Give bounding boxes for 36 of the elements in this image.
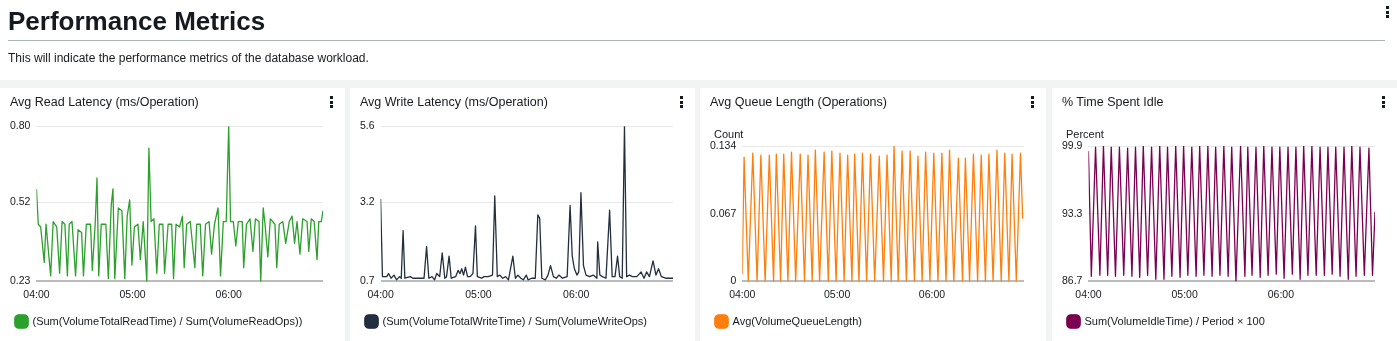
y-tick-label: 0.23 (10, 274, 31, 287)
x-tick-label: 05:00 (465, 287, 492, 300)
y-tick-label: 0.134 (709, 138, 737, 151)
y-tick-label: 3.2 (359, 195, 375, 208)
x-tick-label: 06:00 (1267, 287, 1295, 300)
y-tick-label: 99.9 (1062, 138, 1083, 151)
y-tick-label: 0.80 (10, 119, 31, 132)
x-tick-label: 05:00 (119, 287, 146, 300)
x-tick-label: 04:00 (367, 287, 394, 300)
chart-title: Avg Read Latency (ms/Operation) (10, 95, 199, 109)
y-tick-label: 0.067 (709, 206, 737, 219)
y-tick-label: 0 (730, 274, 737, 287)
legend-label: (Sum(VolumeTotalWriteTime) / Sum(VolumeWriteOps) (382, 314, 647, 327)
y-tick-label: 93.3 (1062, 206, 1083, 219)
y-tick-label: 86.7 (1062, 274, 1083, 287)
chart-title: % Time Spent Idle (1062, 95, 1164, 109)
text: This will indicate the performance metrics of the database workload. (8, 51, 369, 65)
x-tick-label: 06:00 (563, 287, 590, 300)
x-tick-label: 04:00 (729, 287, 756, 300)
y-tick-label: 0.7 (359, 274, 375, 287)
chart-title: Avg Write Latency (ms/Operation) (360, 95, 548, 109)
y-tick-label: 0.52 (10, 195, 31, 208)
legend-label: Avg(VolumeQueueLength) (732, 314, 862, 327)
y-axis-title: Count (714, 128, 744, 140)
x-tick-label: 04:00 (23, 287, 50, 300)
legend-label: Sum(VolumeIdleTime) / Period × 100 (1084, 314, 1265, 327)
x-tick-label: 06:00 (215, 287, 242, 300)
legend-label: (Sum(VolumeTotalReadTime) / Sum(VolumeReadOps)) (32, 314, 303, 327)
y-tick-label: 5.6 (359, 119, 375, 132)
x-tick-label: 05:00 (1171, 287, 1198, 300)
text: Performance Metrics (8, 6, 266, 37)
x-tick-label: 06:00 (918, 287, 946, 300)
x-tick-label: 04:00 (1075, 287, 1102, 300)
y-axis-title: Percent (1066, 128, 1104, 140)
x-tick-label: 05:00 (823, 287, 851, 300)
chart-title: Avg Queue Length (Operations) (710, 95, 887, 109)
